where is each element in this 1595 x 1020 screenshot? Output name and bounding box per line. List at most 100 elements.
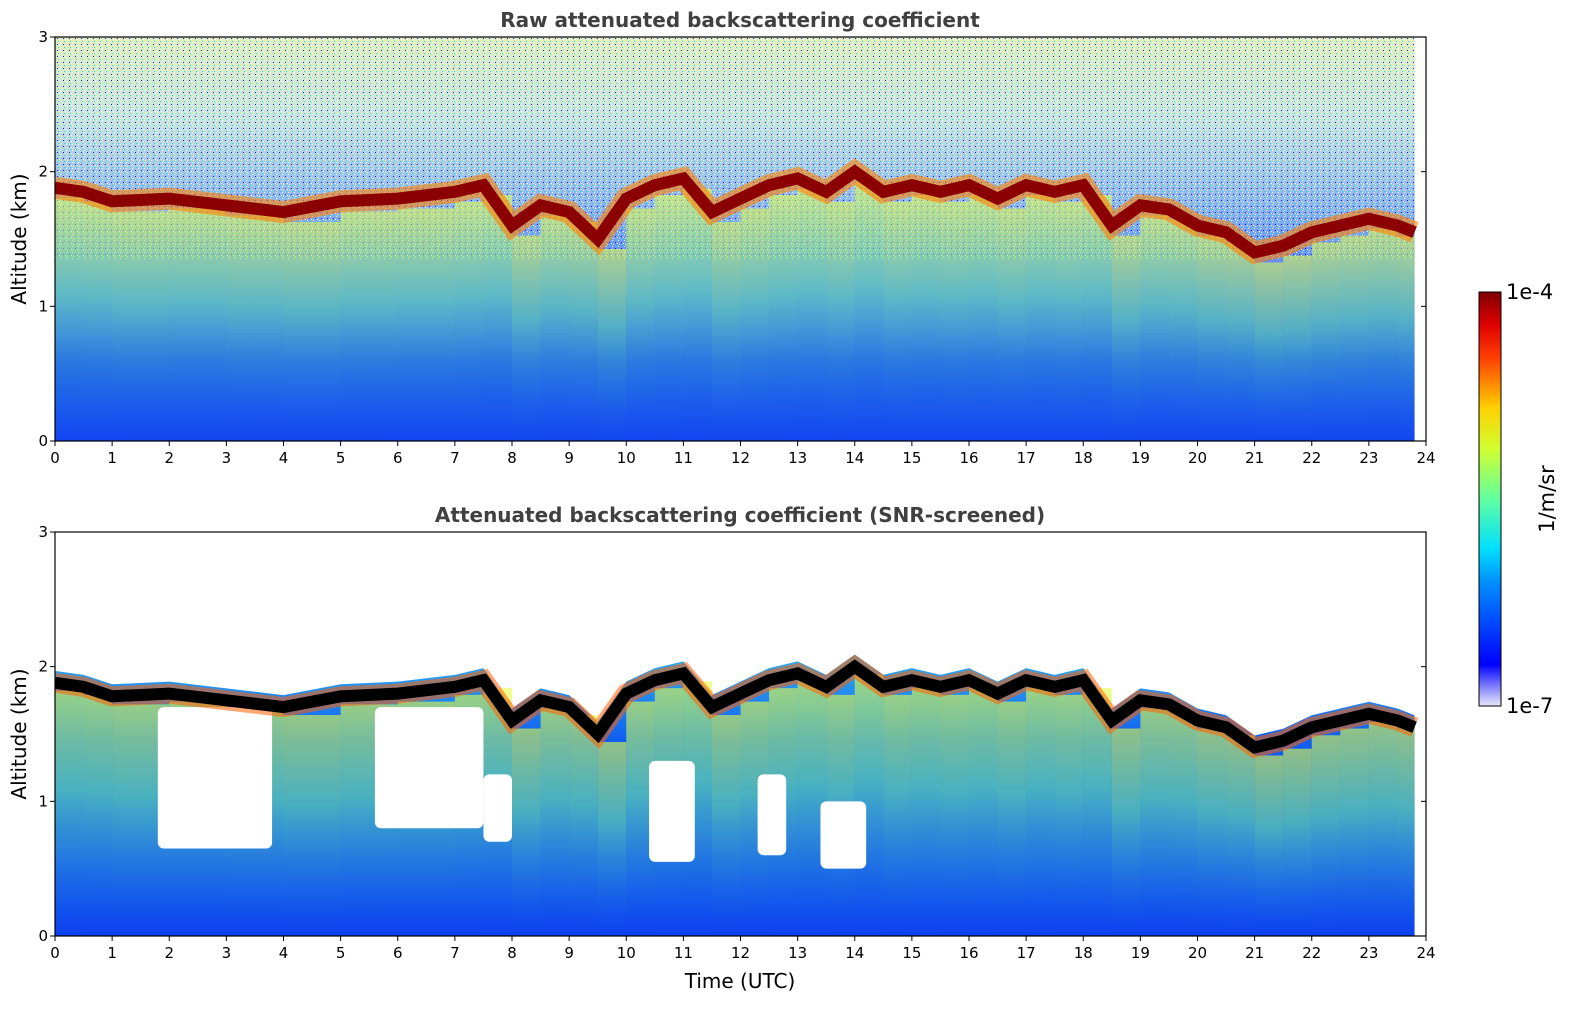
heatmap-area [55, 532, 1426, 936]
fall-streak [826, 201, 855, 441]
fall-streak [169, 208, 227, 441]
fall-streak [883, 694, 912, 936]
x-tick-label: 14 [845, 449, 864, 467]
y-axis-label: Altitude (km) [7, 668, 31, 799]
colorbar-gradient [1478, 291, 1502, 707]
fall-streak [1168, 219, 1198, 441]
x-tick-label: 13 [788, 449, 807, 467]
x-tick-label: 9 [564, 944, 574, 962]
fall-streak [1111, 235, 1141, 441]
x-tick-label: 21 [1245, 449, 1264, 467]
fall-streak [569, 715, 598, 936]
x-tick-label: 2 [164, 449, 174, 467]
x-axis-label: Time (UTC) [684, 969, 796, 993]
x-tick-label: 23 [1359, 449, 1378, 467]
x-tick-label: 1 [107, 449, 117, 467]
fall-streak [1368, 228, 1398, 441]
x-tick-label: 11 [674, 449, 693, 467]
fall-streak [1054, 201, 1084, 441]
fall-streak [340, 211, 398, 441]
fall-streak [1397, 235, 1415, 441]
x-tick-label: 20 [1188, 449, 1207, 467]
fall-streak [997, 208, 1027, 441]
x-tick-label: 13 [788, 944, 807, 962]
fall-streak [1368, 721, 1398, 936]
fall-streak [1026, 688, 1055, 936]
fall-streak [569, 222, 598, 441]
x-tick-label: 24 [1416, 944, 1435, 962]
fall-streak [1254, 262, 1284, 441]
fall-streak [1283, 255, 1312, 441]
y-tick-label: 1 [38, 297, 48, 315]
fall-streak [711, 222, 741, 441]
raw-backscatter-panel: Raw attenuated backscattering coefficien… [7, 8, 1436, 467]
fall-streak [969, 688, 998, 936]
fall-streak [940, 694, 969, 936]
fall-streak [1226, 242, 1255, 441]
x-tick-label: 18 [1074, 944, 1093, 962]
fall-streak [397, 208, 455, 441]
y-tick-label: 2 [38, 658, 48, 676]
fall-streak [1140, 215, 1169, 441]
colorbar-unit-label: 1/m/sr [1535, 465, 1559, 533]
x-tick-label: 22 [1302, 944, 1321, 962]
x-tick-label: 16 [959, 944, 978, 962]
screened-region [820, 801, 867, 869]
x-tick-label: 19 [1131, 449, 1150, 467]
y-tick-label: 1 [38, 792, 48, 810]
y-tick-label: 0 [38, 432, 48, 450]
x-tick-label: 1 [107, 944, 117, 962]
x-tick-label: 10 [617, 944, 636, 962]
fall-streak [454, 201, 484, 441]
y-axis: 0 1 2 3 [38, 523, 1426, 945]
fall-streak [854, 181, 884, 441]
screened-region [483, 774, 512, 842]
fall-streak [654, 195, 684, 441]
fall-streak [540, 708, 570, 936]
fall-streak [769, 195, 798, 441]
y-axis-label: Altitude (km) [7, 173, 31, 304]
y-tick-label: 0 [38, 927, 48, 945]
fall-streak [997, 701, 1027, 936]
fall-streak [1054, 694, 1084, 936]
fall-streak [683, 188, 712, 441]
x-tick-label: 6 [393, 944, 403, 962]
x-tick-label: 0 [50, 449, 60, 467]
cloud-layer [55, 659, 1417, 754]
y-tick-label: 3 [38, 28, 48, 46]
x-tick-label: 15 [902, 944, 921, 962]
fall-streak [83, 694, 113, 936]
fall-streak [940, 201, 969, 441]
x-tick-label: 6 [393, 449, 403, 467]
heatmap-field [55, 532, 1426, 936]
chart-title: Attenuated backscattering coefficient (S… [435, 503, 1045, 527]
fall-streak [1283, 748, 1312, 936]
fall-streak [1397, 728, 1415, 936]
fall-streak [540, 215, 570, 441]
x-tick-label: 21 [1245, 944, 1264, 962]
fall-streak [1254, 755, 1284, 936]
heatmap-field [55, 37, 1419, 441]
x-axis: 0 1 2 3 4 5 6 7 8 9 10 11 12 13 14 15 16 17 18 19 20 21 22 23 24 [50, 936, 1436, 962]
fall-streak [1026, 195, 1055, 441]
fall-streak [112, 211, 170, 441]
x-tick-label: 4 [279, 449, 289, 467]
colorbar-min-label: 1e-7 [1506, 694, 1553, 718]
fall-streak [1226, 735, 1255, 936]
snr-screened-panel: Attenuated backscattering coefficient (S… [7, 503, 1436, 993]
fall-streak [883, 201, 912, 441]
x-tick-label: 5 [336, 449, 346, 467]
y-tick-label: 2 [38, 163, 48, 181]
y-axis: 0 1 2 3 [38, 28, 1426, 450]
x-tick-label: 23 [1359, 944, 1378, 962]
x-tick-label: 14 [845, 944, 864, 962]
x-tick-label: 19 [1131, 944, 1150, 962]
fall-streak [711, 715, 741, 936]
fall-streak [597, 249, 627, 441]
x-tick-label: 17 [1017, 944, 1036, 962]
x-tick-label: 18 [1074, 449, 1093, 467]
x-tick-label: 5 [336, 944, 346, 962]
fall-streak [1340, 235, 1369, 441]
x-tick-label: 3 [222, 944, 232, 962]
